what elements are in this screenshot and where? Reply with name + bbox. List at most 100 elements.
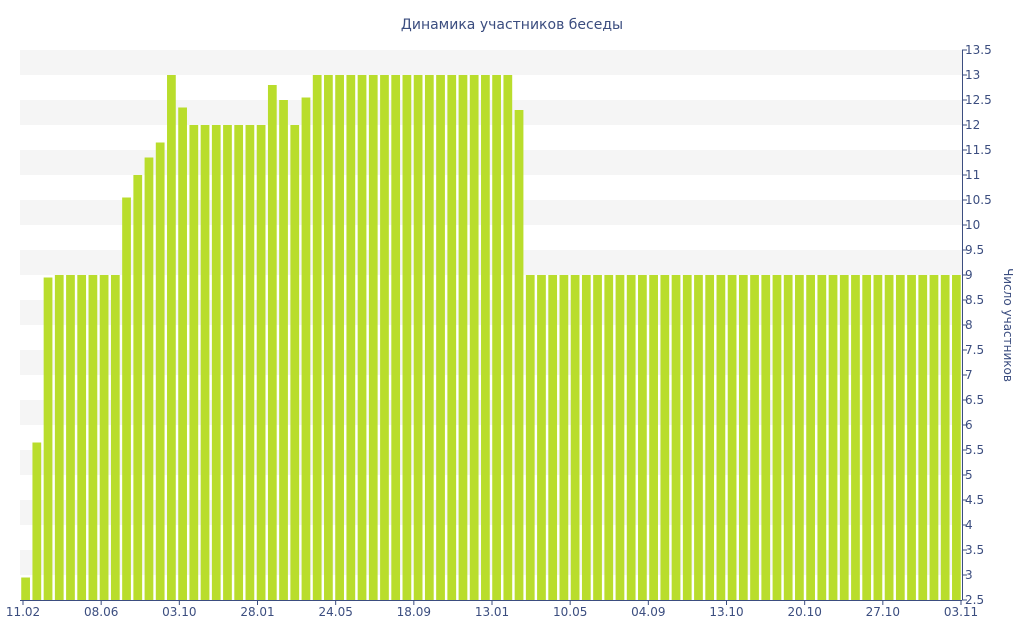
bar[interactable]	[727, 275, 737, 600]
bar[interactable]	[122, 197, 131, 601]
bar[interactable]	[144, 157, 154, 601]
bar[interactable]	[716, 275, 726, 600]
bar[interactable]	[492, 75, 501, 600]
bar[interactable]	[312, 75, 322, 600]
bar[interactable]	[234, 125, 244, 600]
bar[interactable]	[884, 275, 894, 600]
bar[interactable]	[738, 275, 748, 600]
bar[interactable]	[245, 125, 255, 600]
bar[interactable]	[694, 275, 703, 600]
bar[interactable]	[189, 125, 199, 600]
bar[interactable]	[705, 275, 715, 600]
bar[interactable]	[615, 275, 625, 600]
bar[interactable]	[178, 107, 187, 601]
bar[interactable]	[783, 275, 793, 600]
bar[interactable]	[346, 75, 356, 600]
bar[interactable]	[862, 275, 872, 600]
bar[interactable]	[279, 100, 288, 600]
y-tick-label: 3	[965, 568, 973, 582]
y-tick-label: 7.5	[965, 343, 984, 357]
bar[interactable]	[167, 75, 176, 600]
bar[interactable]	[873, 275, 883, 600]
bar[interactable]	[851, 275, 860, 600]
bar[interactable]	[581, 275, 591, 600]
bar[interactable]	[447, 75, 457, 600]
bar[interactable]	[380, 75, 389, 600]
bar[interactable]	[772, 275, 782, 600]
bar[interactable]	[200, 125, 210, 600]
x-tick-label: 28.01	[240, 605, 274, 619]
x-tick-label: 03.10	[162, 605, 196, 619]
bar[interactable]	[211, 125, 221, 600]
bar[interactable]	[43, 277, 53, 601]
bar[interactable]	[110, 275, 120, 600]
bar[interactable]	[593, 275, 602, 600]
bar[interactable]	[929, 275, 939, 600]
bar[interactable]	[77, 275, 87, 600]
bar[interactable]	[907, 275, 916, 600]
y-tick-label: 9	[965, 268, 973, 282]
bar[interactable]	[537, 275, 546, 600]
bar[interactable]	[458, 75, 468, 600]
bar[interactable]	[32, 442, 42, 601]
y-tick-label: 9.5	[965, 243, 984, 257]
bar[interactable]	[940, 275, 950, 600]
bar[interactable]	[391, 75, 401, 600]
x-tick-label: 13.10	[709, 605, 743, 619]
bar[interactable]	[503, 75, 513, 600]
grid-band	[20, 100, 962, 125]
bar[interactable]	[952, 275, 961, 600]
bar[interactable]	[604, 275, 614, 600]
bar[interactable]	[750, 275, 759, 600]
bar[interactable]	[324, 75, 333, 600]
x-tick-label: 13.01	[475, 605, 509, 619]
bar[interactable]	[155, 142, 165, 601]
bar[interactable]	[436, 75, 445, 600]
bar[interactable]	[335, 75, 344, 600]
y-tick-label: 11.5	[965, 143, 992, 157]
bar[interactable]	[413, 75, 423, 600]
bar[interactable]	[290, 125, 300, 600]
bar[interactable]	[817, 275, 827, 600]
bar[interactable]	[839, 275, 849, 600]
bar[interactable]	[626, 275, 636, 600]
y-tick-label: 4.5	[965, 493, 984, 507]
bar[interactable]	[357, 75, 367, 600]
bar[interactable]	[469, 75, 479, 600]
bar[interactable]	[223, 125, 232, 600]
bar[interactable]	[424, 75, 434, 600]
bar[interactable]	[66, 275, 75, 600]
bar[interactable]	[895, 275, 905, 600]
bar[interactable]	[99, 275, 109, 600]
bar[interactable]	[795, 275, 804, 600]
bar[interactable]	[570, 275, 580, 600]
bar[interactable]	[267, 85, 277, 600]
bar[interactable]	[559, 275, 569, 600]
bar[interactable]	[638, 275, 647, 600]
bar[interactable]	[368, 75, 378, 600]
bar[interactable]	[133, 175, 143, 600]
bar[interactable]	[682, 275, 692, 600]
bar[interactable]	[918, 275, 928, 600]
x-tick-label: 04.09	[631, 605, 665, 619]
bar[interactable]	[256, 125, 266, 600]
bar[interactable]	[514, 110, 524, 600]
bar[interactable]	[806, 275, 815, 600]
bar[interactable]	[402, 75, 412, 600]
bar[interactable]	[21, 577, 30, 601]
bar[interactable]	[761, 275, 771, 600]
grid-band	[20, 50, 962, 75]
bar[interactable]	[660, 275, 670, 600]
grid-band	[20, 300, 962, 325]
bar[interactable]	[548, 275, 558, 600]
x-tick-label: 18.09	[397, 605, 431, 619]
bar[interactable]	[525, 275, 535, 600]
bar[interactable]	[481, 75, 490, 600]
bar[interactable]	[671, 275, 681, 600]
grid-bands	[20, 50, 962, 575]
bar[interactable]	[88, 275, 98, 600]
bar[interactable]	[54, 275, 64, 600]
bar[interactable]	[649, 275, 658, 600]
bar[interactable]	[828, 275, 838, 600]
bar[interactable]	[301, 97, 311, 601]
